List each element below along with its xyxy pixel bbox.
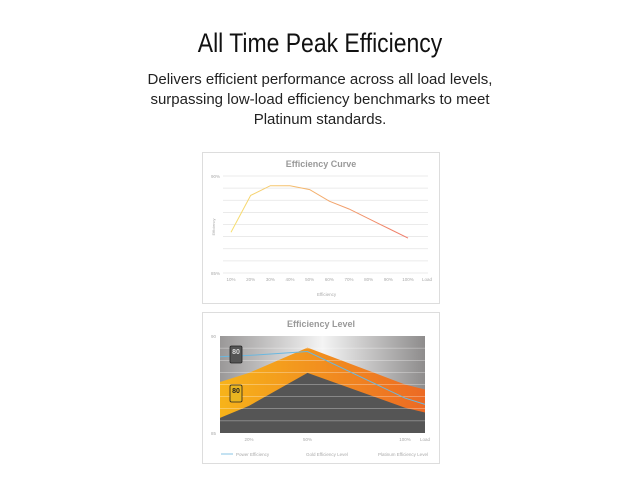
efficiency-curve-svg: Efficiency Curve Efficiency 90% 85% 10% 20%… (211, 159, 433, 297)
x-tick-label: 100% (399, 437, 411, 442)
x-tick-label: 40% (285, 277, 294, 282)
x-tick-label: 100% (402, 277, 414, 282)
legend-label: Platinum Efficiency Level (378, 452, 428, 457)
x-tick-label: 70% (344, 277, 353, 282)
y-tick-label: 90 (211, 334, 217, 339)
x-tick-label: 50% (303, 437, 312, 442)
page-title: All Time Peak Efficiency (197, 28, 443, 58)
x-axis-label: Load (420, 437, 431, 442)
x-tick-label: 20% (244, 437, 253, 442)
efficiency-level-svg: Efficiency Level 90 85 20% 50% 100% Load 80 80 P… (211, 319, 431, 457)
chart-title: Efficiency Level (287, 319, 355, 329)
badge-80plus-icon (229, 384, 243, 403)
page-description: Delivers efficient performance across al… (147, 71, 493, 128)
legend-label: Gold Efficiency Level (306, 452, 348, 457)
y-tick-label: 85 (211, 431, 217, 436)
y-axis-label: Efficiency (211, 218, 216, 235)
y-tick-label: 85% (211, 271, 220, 276)
efficiency-level-chart: Efficiency Level 90 85 20% 50% 100% Load 80 80 P… (202, 312, 440, 464)
x-tick-label: 10% (226, 277, 235, 282)
badge-80plus-icon (229, 345, 243, 364)
legend-label: Power Efficiency (236, 452, 270, 457)
x-tick-label: 50% (305, 277, 314, 282)
badge-number: 80 (232, 349, 240, 356)
efficiency-curve-chart: Efficiency Curve Efficiency 90% 85% 10% 20%… (202, 152, 440, 304)
chart-title: Efficiency Curve (286, 159, 357, 169)
x-tick-label: 60% (325, 277, 334, 282)
legend-label: Efficiency (317, 292, 337, 297)
badge-number: 80 (232, 388, 240, 395)
x-axis-label: Load (422, 277, 433, 282)
x-tick-label: 20% (246, 277, 255, 282)
x-tick-label: 30% (266, 277, 275, 282)
platinum-efficiency-area (220, 372, 425, 433)
y-tick-label: 90% (211, 174, 220, 179)
efficiency-line (230, 185, 409, 239)
x-tick-label: 90% (384, 277, 393, 282)
x-tick-label: 80% (364, 277, 373, 282)
